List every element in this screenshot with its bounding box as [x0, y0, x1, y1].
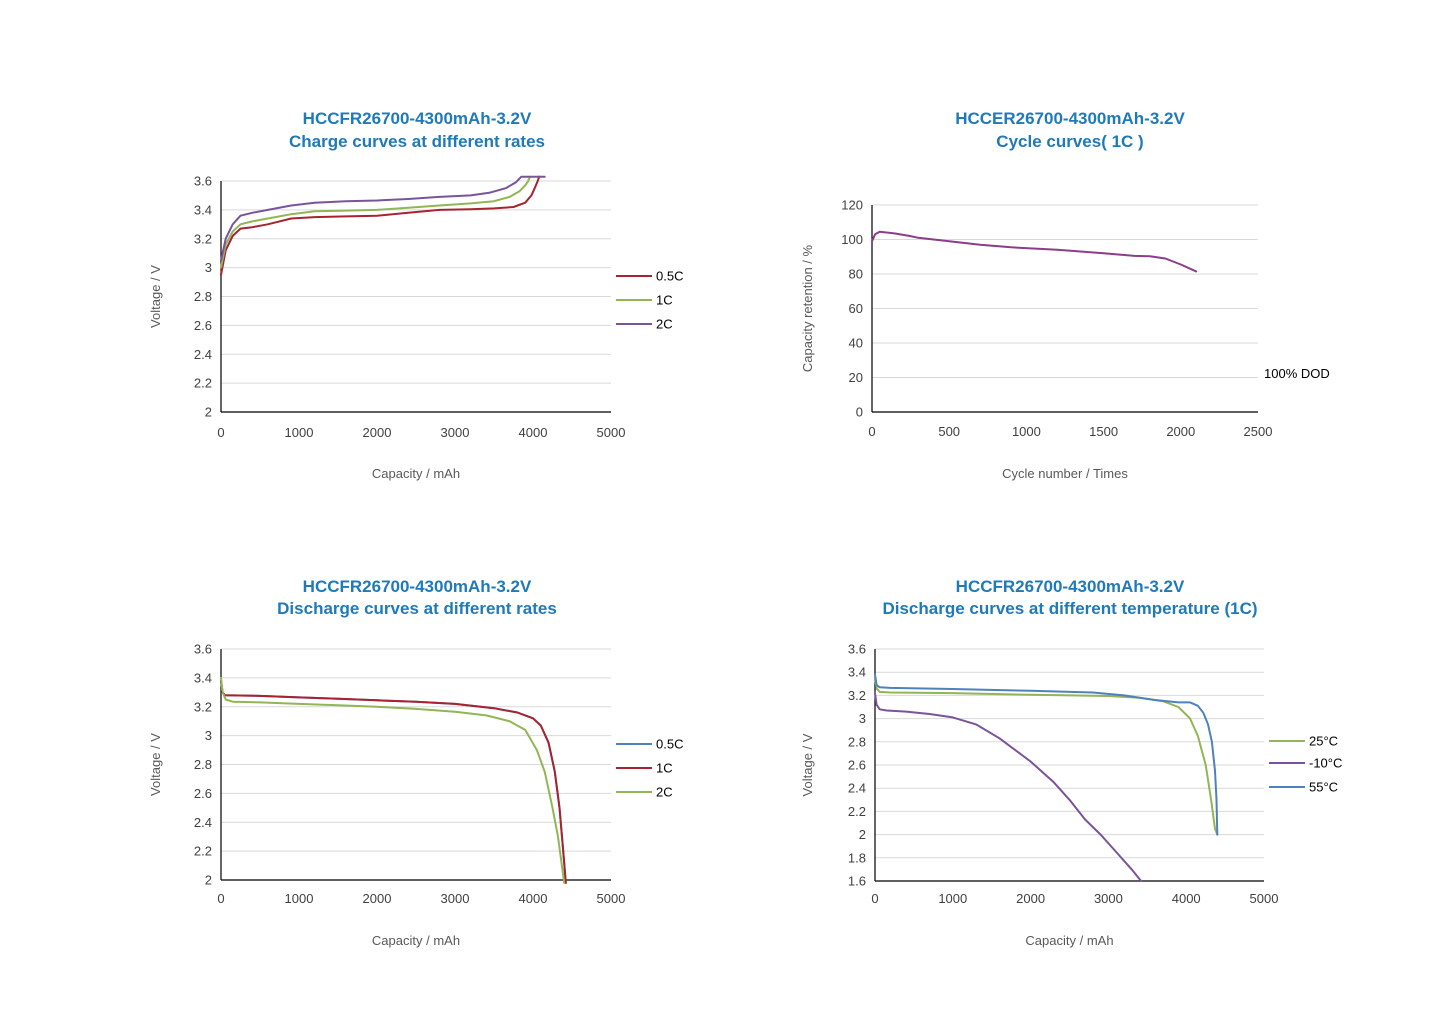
y-tick-label: 0	[856, 405, 863, 420]
y-axis-label: Voltage / V	[148, 265, 163, 328]
legend-label: 0.5C	[656, 269, 683, 284]
x-tick-label: 3000	[1094, 891, 1123, 906]
x-tick-label: 3000	[441, 891, 470, 906]
legend-label: -10°C	[1309, 756, 1342, 771]
x-tick-label: 2500	[1244, 424, 1273, 439]
y-tick-label: 3.4	[194, 670, 212, 685]
y-tick-label: 1.6	[848, 874, 866, 889]
x-axis-label: Capacity / mAh	[1025, 933, 1113, 948]
annotation-label: 100% DOD	[1264, 366, 1330, 381]
series-line-2C	[220, 676, 566, 884]
x-tick-label: 3000	[441, 425, 470, 440]
y-tick-label: 3.6	[848, 642, 866, 657]
y-tick-label: 2.2	[194, 844, 212, 859]
y-tick-label: 40	[849, 336, 863, 351]
y-tick-label: 3	[205, 260, 212, 275]
legend-label: 2C	[656, 785, 673, 800]
x-tick-label: 500	[938, 424, 960, 439]
y-tick-label: 80	[849, 267, 863, 282]
cycle-curves-chart: HCCER26700-4300mAh-3.2V Cycle curves( 1C …	[800, 109, 1330, 481]
series-line-1C	[220, 175, 531, 269]
y-tick-label: 2.2	[848, 804, 866, 819]
legend-label: 1C	[656, 293, 673, 308]
legend-label: 55°C	[1309, 780, 1338, 795]
chart-title-line: HCCFR26700-4300mAh-3.2V	[956, 577, 1185, 596]
y-tick-label: 3.2	[194, 699, 212, 714]
y-tick-label: 3.2	[194, 231, 212, 246]
x-tick-label: 2000	[1016, 891, 1045, 906]
chart-title-line: HCCFR26700-4300mAh-3.2V	[303, 577, 532, 596]
y-tick-label: 2.2	[194, 376, 212, 391]
x-tick-label: 4000	[519, 425, 548, 440]
chart-title-line: Cycle curves( 1C )	[996, 132, 1143, 151]
x-tick-label: 2000	[363, 891, 392, 906]
series-line-2C	[220, 175, 546, 262]
y-tick-label: 2	[205, 405, 212, 420]
y-tick-label: 120	[841, 198, 863, 213]
x-tick-label: 0	[871, 891, 878, 906]
x-tick-label: 5000	[597, 425, 626, 440]
chart-title-line: Charge curves at different rates	[289, 132, 545, 151]
legend-label: 0.5C	[656, 737, 683, 752]
y-tick-label: 3.6	[194, 642, 212, 657]
x-tick-label: 1500	[1089, 424, 1118, 439]
y-tick-label: 60	[849, 301, 863, 316]
chart-title-line: HCCER26700-4300mAh-3.2V	[955, 109, 1185, 128]
y-tick-label: 20	[849, 370, 863, 385]
chart-title-line: Discharge curves at different temperatur…	[882, 599, 1257, 618]
series-line-10C	[874, 692, 1143, 882]
y-tick-label: 3.4	[848, 665, 866, 680]
x-axis-label: Capacity / mAh	[372, 933, 460, 948]
x-tick-label: 2000	[363, 425, 392, 440]
x-tick-label: 1000	[938, 891, 967, 906]
y-tick-label: 2	[205, 873, 212, 888]
y-axis-label: Capacity retention / %	[800, 244, 815, 372]
y-tick-label: 2.6	[194, 786, 212, 801]
x-tick-label: 5000	[597, 891, 626, 906]
y-tick-label: 3.4	[194, 202, 212, 217]
legend-label: 1C	[656, 761, 673, 776]
y-tick-label: 2.4	[194, 347, 212, 362]
x-tick-label: 4000	[1172, 891, 1201, 906]
x-tick-label: 0	[217, 425, 224, 440]
y-tick-label: 2.6	[194, 318, 212, 333]
discharge-temperature-chart: HCCFR26700-4300mAh-3.2V Discharge curves …	[800, 577, 1342, 948]
chart-title-line: HCCFR26700-4300mAh-3.2V	[303, 109, 532, 128]
x-tick-label: 1000	[1012, 424, 1041, 439]
y-tick-label: 2.8	[194, 289, 212, 304]
y-tick-label: 2.4	[194, 815, 212, 830]
series-line-1C	[220, 679, 567, 884]
y-axis-label: Voltage / V	[800, 733, 815, 796]
y-tick-label: 3	[859, 711, 866, 726]
y-tick-label: 100	[841, 232, 863, 247]
y-tick-label: 1.8	[848, 850, 866, 865]
series-line-05C	[220, 175, 541, 276]
discharge-rates-chart: HCCFR26700-4300mAh-3.2V Discharge curves …	[148, 577, 683, 948]
x-axis-label: Cycle number / Times	[1002, 466, 1128, 481]
y-tick-label: 2.8	[848, 734, 866, 749]
x-tick-label: 0	[868, 424, 875, 439]
legend-label: 25°C	[1309, 734, 1338, 749]
x-tick-label: 5000	[1250, 891, 1279, 906]
x-tick-label: 4000	[519, 891, 548, 906]
y-tick-label: 2.8	[194, 757, 212, 772]
legend-label: 2C	[656, 317, 673, 332]
y-tick-label: 2.4	[848, 781, 866, 796]
y-tick-label: 3	[205, 728, 212, 743]
x-tick-label: 0	[217, 891, 224, 906]
series-line-Capacityretention	[871, 230, 1198, 273]
y-axis-label: Voltage / V	[148, 733, 163, 796]
x-tick-label: 1000	[285, 425, 314, 440]
y-tick-label: 2.6	[848, 758, 866, 773]
charge-curves-chart: HCCFR26700-4300mAh-3.2V Charge curves at …	[148, 109, 683, 481]
chart-title-line: Discharge curves at different rates	[277, 599, 557, 618]
x-tick-label: 2000	[1166, 424, 1195, 439]
x-tick-label: 1000	[285, 891, 314, 906]
series-line-55C	[874, 673, 1219, 836]
y-tick-label: 3.2	[848, 688, 866, 703]
y-tick-label: 3.6	[194, 174, 212, 189]
y-tick-label: 2	[859, 827, 866, 842]
x-axis-label: Capacity / mAh	[372, 466, 460, 481]
